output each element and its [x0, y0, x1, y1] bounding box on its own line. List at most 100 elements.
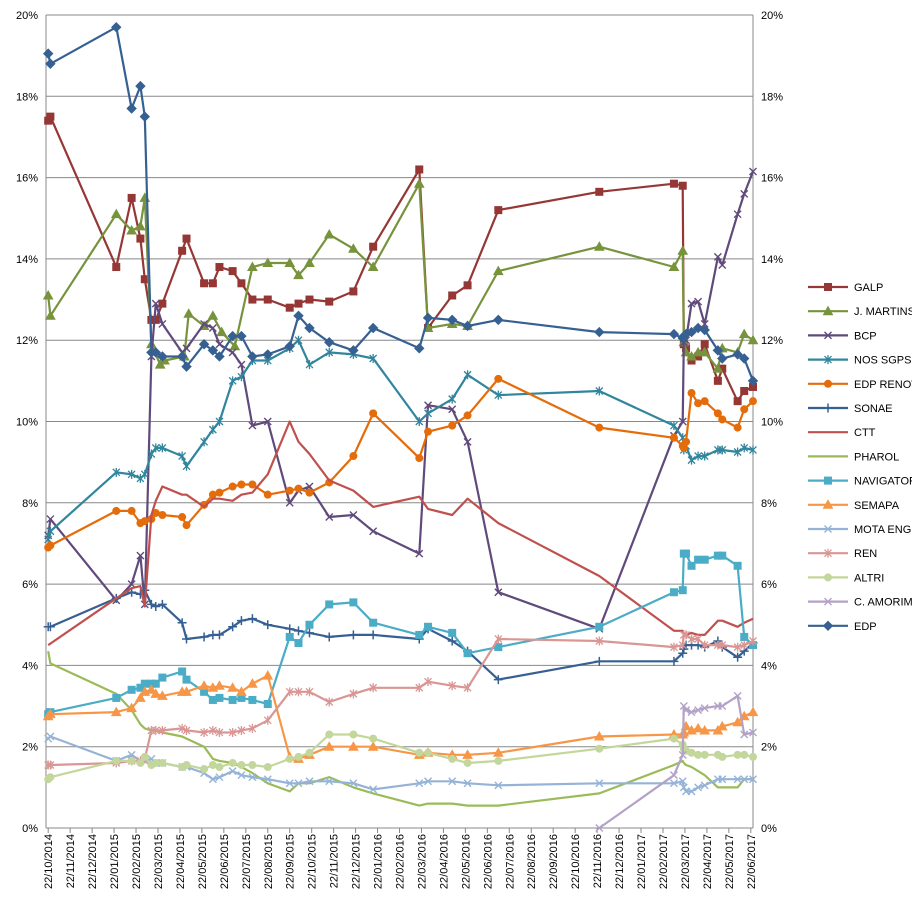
data-point: [324, 337, 335, 348]
data-point: [732, 349, 743, 360]
data-point: [678, 750, 687, 759]
data-point: [208, 775, 217, 784]
data-point: [177, 618, 187, 628]
data-point: [492, 747, 504, 757]
data-point: [46, 515, 55, 524]
y-tick-label-right: 14%: [761, 254, 783, 266]
data-point: [323, 228, 335, 239]
y-tick-label-left: 14%: [16, 254, 38, 266]
data-point: [182, 634, 192, 644]
series-nos-sgps: [44, 335, 757, 544]
data-point: [494, 206, 503, 215]
y-tick-label-right: 20%: [761, 10, 783, 22]
data-point: [46, 732, 55, 741]
data-point: [669, 588, 678, 597]
data-point: [682, 630, 690, 640]
data-point: [263, 775, 272, 784]
data-point: [700, 750, 709, 759]
legend-label: BCP: [854, 330, 877, 342]
data-point: [749, 397, 757, 406]
x-tick-label: 22/04/2016: [438, 834, 450, 889]
data-point: [494, 756, 503, 765]
data-point: [158, 725, 167, 735]
data-point: [135, 692, 146, 702]
data-point: [285, 303, 294, 312]
legend-item: GALP: [808, 282, 883, 294]
y-tick-label-right: 16%: [761, 173, 783, 185]
x-tick-label: 22/01/2015: [109, 834, 121, 889]
data-point: [263, 700, 272, 709]
legend-label: SONAE: [854, 403, 893, 415]
legend-label: SEMAPA: [854, 500, 900, 512]
x-tick-label: 22/04/2015: [175, 834, 187, 889]
x-tick-label: 22/11/2015: [329, 834, 341, 888]
data-point: [215, 727, 224, 737]
data-point: [228, 482, 237, 491]
data-point: [228, 267, 237, 276]
data-point: [424, 622, 433, 631]
data-point: [733, 447, 742, 457]
data-point: [46, 773, 55, 782]
data-point: [181, 361, 192, 372]
data-point: [733, 423, 742, 432]
data-point: [713, 409, 722, 418]
data-point: [594, 326, 605, 338]
data-point: [694, 750, 703, 759]
data-point: [824, 476, 832, 485]
legend-label: NAVIGATOR: [854, 476, 912, 488]
data-point: [694, 706, 703, 715]
legend-item: C. AMORIM: [808, 597, 912, 609]
data-point: [740, 387, 749, 396]
series-line: [47, 420, 754, 647]
data-point: [822, 305, 834, 316]
data-point: [415, 779, 424, 788]
data-point: [248, 695, 257, 704]
data-point: [112, 467, 121, 477]
data-point: [294, 639, 303, 648]
data-point: [424, 748, 433, 757]
data-point: [718, 775, 727, 784]
data-point: [369, 353, 378, 363]
data-point: [448, 628, 457, 637]
data-point: [718, 702, 727, 711]
data-point: [305, 748, 314, 757]
data-point: [447, 636, 457, 646]
data-point: [494, 374, 503, 383]
data-point: [595, 622, 604, 631]
data-point: [305, 488, 314, 497]
data-point: [294, 752, 303, 761]
data-point: [349, 689, 358, 699]
data-point: [738, 328, 750, 339]
data-point: [733, 397, 742, 406]
data-point: [349, 287, 358, 296]
data-point: [700, 781, 709, 790]
data-point: [824, 597, 832, 606]
data-point: [448, 777, 457, 786]
data-point: [285, 687, 294, 697]
x-tick-label: 22/10/2015: [307, 834, 319, 889]
data-point: [739, 353, 750, 364]
data-point: [669, 179, 678, 188]
x-tick-label: 22/03/2016: [416, 834, 428, 889]
legend-label: REN: [854, 548, 877, 560]
data-point: [369, 242, 378, 251]
data-point: [158, 673, 167, 682]
data-point: [216, 326, 228, 337]
data-point: [669, 642, 678, 652]
data-point: [718, 551, 727, 560]
data-point: [228, 758, 237, 767]
data-point: [248, 295, 257, 304]
data-point: [208, 324, 217, 332]
x-tick-label: 22/06/2016: [482, 834, 494, 889]
data-point: [824, 283, 832, 291]
series-line: [47, 377, 754, 549]
data-point: [263, 417, 272, 426]
data-point: [248, 480, 257, 489]
data-point: [208, 279, 217, 288]
data-point: [740, 730, 749, 739]
data-point: [824, 331, 832, 340]
data-point: [367, 741, 379, 751]
legend-item: MOTA ENGIL: [808, 524, 912, 536]
data-point: [110, 208, 122, 219]
data-point: [740, 775, 749, 784]
